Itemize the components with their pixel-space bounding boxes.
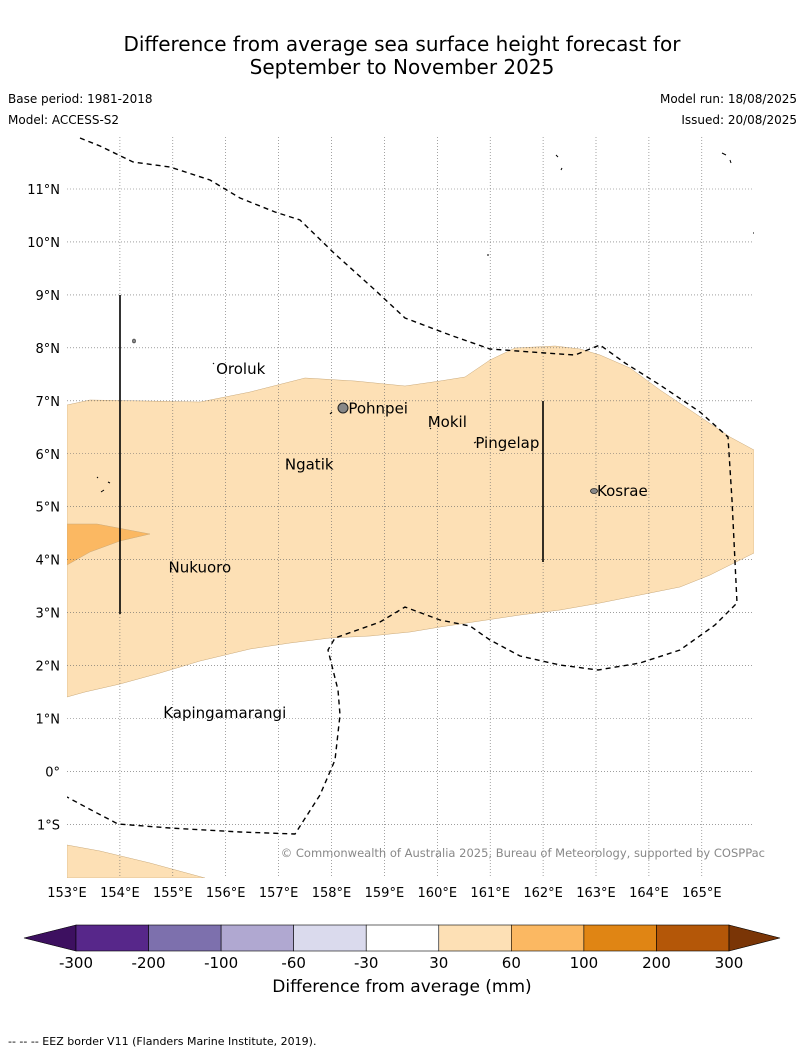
copyright-note: © Commonwealth of Australia 2025, Bureau… <box>281 846 765 860</box>
latitude-tick-label: 4°N <box>36 554 61 569</box>
place-label: Kosrae <box>597 482 648 500</box>
colorbar-segment <box>365 924 440 952</box>
longitude-tick-label: 159°E <box>365 886 405 900</box>
latitude-tick-label: 1°N <box>36 713 61 728</box>
colorbar-segment <box>583 924 657 952</box>
longitude-tick-label: 160°E <box>418 886 458 900</box>
longitude-tick-label: 157°E <box>259 886 299 900</box>
colorbar-tick-label: -200 <box>132 954 166 972</box>
eez-footnote: -- -- -- EEZ border V11 (Flanders Marine… <box>8 1035 317 1048</box>
kosrae-island <box>590 488 598 494</box>
colorbar-tick-label: 60 <box>502 954 521 972</box>
place-label: Kapingamarangi <box>163 704 286 722</box>
longitude-tick-label: 154°E <box>100 886 140 900</box>
latitude-tick-label: 9°N <box>36 289 61 304</box>
colorbar-segment <box>75 924 149 952</box>
colorbar-tick-label: 300 <box>715 954 744 972</box>
anomaly-region-30-60 <box>67 345 754 698</box>
latitude-tick-label: 5°N <box>36 501 61 516</box>
place-label: Nukuoro <box>169 559 232 577</box>
colorbar-segment <box>293 924 367 952</box>
colorbar-tick-label: -30 <box>354 954 379 972</box>
pohnpei-island <box>337 402 349 414</box>
longitude-tick-label: 153°E <box>47 886 87 900</box>
colorbar-tick-label: -100 <box>204 954 238 972</box>
latitude-tick-label: 7°N <box>36 395 61 410</box>
latitude-tick-label: 2°N <box>36 660 61 675</box>
issued-date: Issued: 20/08/2025 <box>681 113 797 127</box>
latitude-tick-label: 8°N <box>36 342 61 357</box>
longitude-tick-label: 155°E <box>153 886 193 900</box>
colorbar-segment <box>220 924 294 952</box>
place-label: Ngatik <box>285 455 334 473</box>
latitude-tick-label: 0° <box>45 765 60 780</box>
colorbar-title: Difference from average (mm) <box>272 977 532 997</box>
colorbar-tick-label: 200 <box>642 954 671 972</box>
eez-border <box>67 137 738 835</box>
latitude-tick-label: 10°N <box>27 236 60 251</box>
colorbar-tick-label: 30 <box>429 954 448 972</box>
map: Oroluk Pohnpei Mokil Pingelap Ngatik Kosrae Nu… <box>27 137 765 900</box>
islet-marks <box>96 152 754 708</box>
map-title-line1: Difference from average sea surface heig… <box>123 32 681 56</box>
longitude-tick-label: 165°E <box>682 886 722 900</box>
latitude-tick-label: 3°N <box>36 607 61 622</box>
map-title-line2: September to November 2025 <box>249 55 555 79</box>
place-label: Pingelap <box>475 434 539 452</box>
place-label: Oroluk <box>216 360 265 378</box>
latitude-tick-label: 6°N <box>36 448 61 463</box>
longitude-tick-label: 158°E <box>312 886 352 900</box>
colorbar-extend-high <box>728 924 781 952</box>
colorbar-tick-label: -60 <box>281 954 306 972</box>
longitude-tick-label: 164°E <box>629 886 669 900</box>
colorbar-segment <box>438 924 512 952</box>
model-run: Model run: 18/08/2025 <box>659 92 797 106</box>
colorbar-segment <box>148 924 222 952</box>
longitude-tick-label: 162°E <box>523 886 563 900</box>
place-label: Mokil <box>428 413 467 431</box>
place-label: Pohnpei <box>348 400 408 418</box>
colorbar-segment <box>656 924 730 952</box>
colorbar-tick-label: 100 <box>570 954 599 972</box>
colorbar-tick-label: -300 <box>59 954 93 972</box>
anomaly-region-30-60-south <box>67 844 206 878</box>
latitude-tick-label: 1°S <box>37 818 60 833</box>
colorbar: -300 -200 -100 -60 -30 30 60 100 200 300 <box>23 924 781 972</box>
longitude-tick-label: 163°E <box>576 886 616 900</box>
colorbar-extend-low <box>23 924 77 952</box>
latitude-tick-label: 11°N <box>27 183 60 198</box>
model-name: Model: ACCESS-S2 <box>8 113 120 127</box>
small-island <box>132 338 136 344</box>
longitude-tick-label: 156°E <box>206 886 246 900</box>
longitude-tick-label: 161°E <box>470 886 510 900</box>
colorbar-segment <box>511 924 585 952</box>
base-period: Base period: 1981-2018 <box>8 92 153 106</box>
